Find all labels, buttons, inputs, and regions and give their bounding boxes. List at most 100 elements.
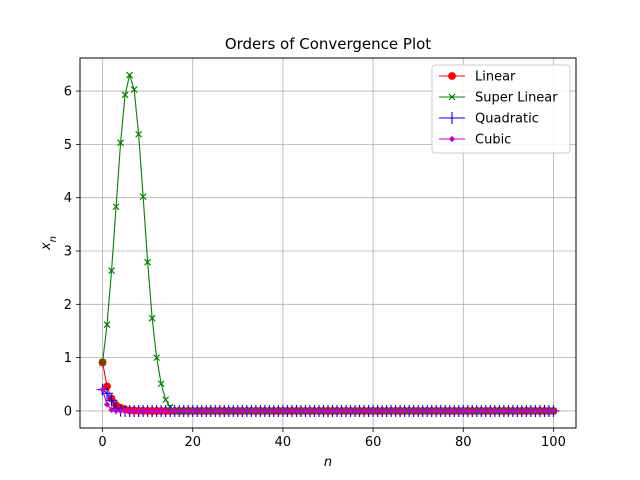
data-point — [257, 407, 264, 415]
chart-title: Orders of Convergence Plot — [225, 35, 431, 53]
data-point — [320, 407, 327, 415]
data-point — [491, 407, 498, 415]
ticks: 0 20 40 60 80 100 0 1 2 3 4 5 6 — [64, 85, 566, 450]
data-point — [329, 407, 336, 415]
data-point — [207, 407, 214, 415]
data-point — [550, 407, 557, 415]
data-point — [315, 407, 323, 415]
data-point — [509, 407, 516, 415]
data-point — [306, 407, 314, 415]
y-tick-label: 4 — [64, 191, 72, 206]
data-point — [374, 407, 381, 415]
x-tick-label: 60 — [365, 435, 382, 450]
data-point — [230, 407, 237, 415]
data-point — [140, 407, 147, 415]
series-layer — [96, 71, 560, 417]
data-point — [527, 407, 535, 415]
data-point — [105, 394, 118, 407]
data-point — [406, 407, 413, 415]
data-point — [112, 203, 120, 211]
data-point — [167, 407, 174, 415]
data-point — [383, 407, 390, 415]
y-axis-label-subscript: n — [48, 236, 59, 242]
data-point — [505, 407, 512, 415]
data-point — [176, 407, 183, 415]
data-point — [392, 407, 399, 415]
data-point — [158, 407, 165, 415]
legend-label: Quadratic — [475, 112, 539, 127]
data-point — [112, 407, 120, 414]
data-point — [261, 407, 268, 415]
data-point — [131, 407, 138, 415]
data-point — [311, 407, 318, 415]
data-point — [279, 407, 287, 415]
data-point — [333, 407, 341, 415]
y-tick-label: 6 — [64, 85, 72, 100]
x-tick-label: 20 — [184, 435, 201, 450]
data-point — [401, 407, 408, 415]
series-cubic — [99, 386, 557, 415]
data-point — [523, 407, 530, 415]
x-tick-label: 0 — [98, 435, 106, 450]
data-point — [225, 407, 232, 415]
data-point — [248, 407, 255, 415]
data-point — [360, 407, 368, 415]
data-point — [469, 407, 476, 415]
y-tick-label: 0 — [64, 404, 72, 419]
data-point — [189, 407, 196, 415]
legend-label: Linear — [475, 70, 516, 85]
data-point — [379, 407, 386, 415]
legend-label: Cubic — [475, 133, 511, 148]
y-tick-label: 5 — [64, 138, 72, 153]
data-point — [437, 407, 444, 415]
data-point — [103, 401, 111, 408]
data-point — [216, 407, 223, 415]
data-point — [518, 407, 525, 415]
data-point — [203, 407, 210, 415]
legend-marker — [448, 93, 456, 101]
y-tick-label: 1 — [64, 351, 72, 366]
data-point — [419, 407, 426, 415]
data-point — [126, 407, 133, 415]
data-point — [171, 407, 178, 415]
x-tick-label: 80 — [455, 435, 472, 450]
data-point — [108, 267, 115, 275]
data-point — [288, 407, 296, 415]
data-point — [148, 314, 156, 322]
data-point — [99, 358, 106, 366]
data-point — [103, 321, 111, 328]
data-point — [117, 139, 125, 147]
data-point — [139, 193, 147, 201]
data-point — [266, 407, 273, 415]
legend-marker — [446, 112, 458, 124]
data-point — [117, 407, 124, 415]
data-point — [284, 407, 291, 415]
data-point — [135, 130, 143, 138]
data-point — [356, 407, 363, 415]
data-point — [293, 407, 300, 415]
x-tick-label: 40 — [275, 435, 292, 450]
data-point — [162, 407, 169, 415]
data-point — [297, 407, 305, 415]
data-point — [194, 407, 201, 415]
data-point — [455, 407, 462, 415]
data-point — [275, 407, 282, 415]
data-point — [433, 407, 440, 415]
y-tick-label: 3 — [64, 244, 72, 259]
data-point — [212, 407, 219, 415]
legend-marker — [448, 72, 456, 80]
data-point — [478, 407, 485, 415]
data-point — [446, 407, 453, 415]
data-point — [514, 407, 521, 415]
data-point — [153, 407, 160, 415]
data-point — [144, 258, 152, 266]
grid — [80, 58, 576, 428]
data-point — [135, 407, 142, 415]
data-point — [451, 407, 458, 415]
data-point — [500, 407, 507, 415]
legend-label: Super Linear — [475, 91, 558, 106]
data-point — [149, 407, 156, 415]
data-point — [532, 407, 539, 415]
data-point — [270, 407, 277, 415]
data-point — [239, 407, 246, 415]
